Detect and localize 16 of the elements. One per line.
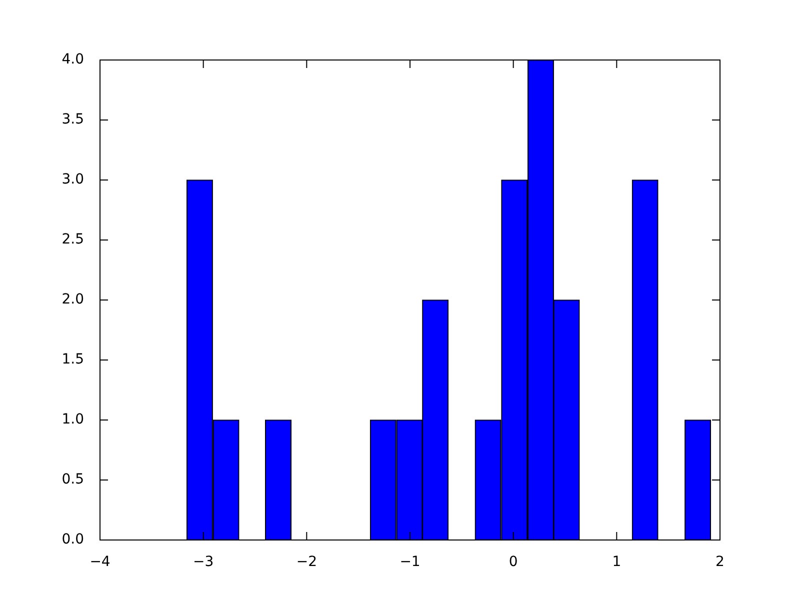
x-tick-label: 1	[612, 554, 622, 570]
y-tick-label: 1.5	[62, 352, 84, 368]
y-tick-label: 0.0	[62, 532, 84, 548]
x-tick-label: −4	[90, 554, 110, 570]
x-tick-label: 2	[716, 554, 724, 570]
y-tick-label: 0.5	[62, 472, 84, 488]
y-tick-label: 2.0	[62, 292, 84, 308]
y-tick-label: 2.5	[62, 232, 84, 248]
x-tick-label: −1	[400, 554, 420, 570]
y-tick-label: 1.0	[62, 412, 84, 428]
y-tick-label: 3.0	[62, 172, 84, 188]
x-tick-label: 0	[508, 554, 518, 570]
y-tick-label: 3.5	[62, 112, 84, 128]
x-tick-label: −2	[296, 554, 317, 570]
y-tick-label: 4.0	[62, 52, 84, 68]
x-tick-label: −3	[193, 554, 214, 570]
